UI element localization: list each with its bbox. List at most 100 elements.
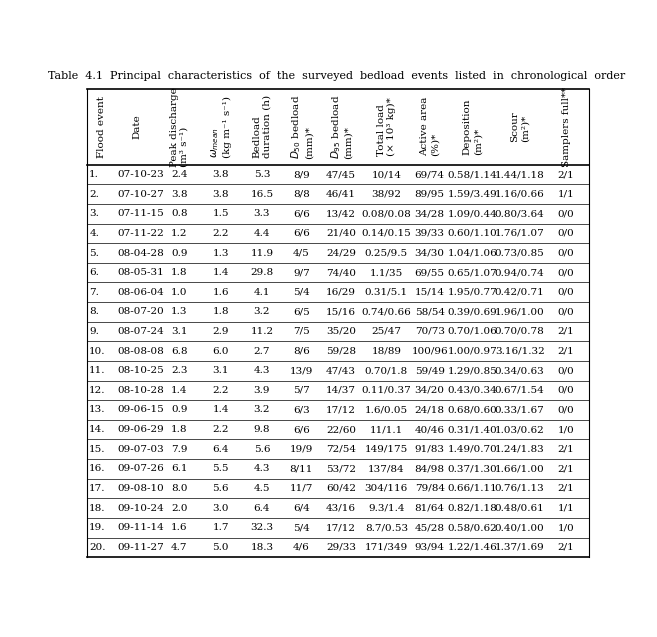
Text: 15.: 15. — [89, 445, 106, 454]
Text: Samplers full**: Samplers full** — [562, 87, 570, 167]
Text: 0.65/1.07: 0.65/1.07 — [447, 268, 497, 277]
Text: 1/1: 1/1 — [558, 504, 574, 513]
Text: 18.: 18. — [89, 504, 106, 513]
Text: 09-06-29: 09-06-29 — [118, 425, 164, 434]
Text: 0.70/1.06: 0.70/1.06 — [447, 327, 497, 336]
Text: 10/14: 10/14 — [371, 170, 401, 179]
Text: 1.3: 1.3 — [212, 248, 229, 257]
Text: 2.0: 2.0 — [171, 504, 187, 513]
Text: 0.40/1.00: 0.40/1.00 — [495, 523, 545, 532]
Text: 38/92: 38/92 — [371, 190, 401, 199]
Text: 0.9: 0.9 — [171, 248, 187, 257]
Text: 4.: 4. — [89, 229, 99, 238]
Text: 0.60/1.10: 0.60/1.10 — [447, 229, 497, 238]
Text: 11.9: 11.9 — [250, 248, 273, 257]
Text: 5.5: 5.5 — [212, 464, 229, 473]
Text: 2.: 2. — [89, 190, 99, 199]
Text: 74/40: 74/40 — [326, 268, 356, 277]
Text: $D_{50}$ bedload
(mm)*: $D_{50}$ bedload (mm)* — [289, 94, 313, 159]
Text: 3.8: 3.8 — [212, 190, 229, 199]
Text: 6.8: 6.8 — [171, 347, 187, 355]
Text: 4.3: 4.3 — [254, 366, 270, 375]
Text: 53/72: 53/72 — [326, 464, 356, 473]
Text: 0/0: 0/0 — [558, 248, 574, 257]
Text: 29.8: 29.8 — [250, 268, 273, 277]
Text: 6/3: 6/3 — [293, 406, 310, 415]
Text: 1.49/0.70: 1.49/0.70 — [447, 445, 497, 454]
Text: 40/46: 40/46 — [415, 425, 445, 434]
Text: 8.: 8. — [89, 308, 99, 317]
Text: 24/18: 24/18 — [415, 406, 445, 415]
Text: 79/84: 79/84 — [415, 484, 445, 493]
Text: 0.25/9.5: 0.25/9.5 — [365, 248, 408, 257]
Text: 0.73/0.85: 0.73/0.85 — [495, 248, 545, 257]
Text: 81/64: 81/64 — [415, 504, 445, 513]
Text: 100/96: 100/96 — [411, 347, 448, 355]
Text: 1.09/0.44: 1.09/0.44 — [447, 210, 497, 218]
Text: 70/73: 70/73 — [415, 327, 445, 336]
Text: 6.1: 6.1 — [171, 464, 187, 473]
Text: 0.43/0.34: 0.43/0.34 — [447, 386, 497, 395]
Text: 09-10-24: 09-10-24 — [118, 504, 164, 513]
Text: 14/37: 14/37 — [326, 386, 356, 395]
Text: 6.: 6. — [89, 268, 99, 277]
Text: 6/6: 6/6 — [293, 425, 310, 434]
Text: 47/43: 47/43 — [326, 366, 356, 375]
Text: 07-11-22: 07-11-22 — [118, 229, 164, 238]
Text: 08-10-28: 08-10-28 — [118, 386, 164, 395]
Text: 0.94/0.74: 0.94/0.74 — [495, 268, 545, 277]
Text: 59/49: 59/49 — [415, 366, 445, 375]
Text: 39/33: 39/33 — [415, 229, 445, 238]
Text: 14.: 14. — [89, 425, 106, 434]
Text: 2/1: 2/1 — [558, 170, 574, 179]
Text: 3.8: 3.8 — [171, 190, 187, 199]
Text: 0.70/1.8: 0.70/1.8 — [365, 366, 408, 375]
Text: 1/1: 1/1 — [558, 190, 574, 199]
Text: 09-08-10: 09-08-10 — [118, 484, 164, 493]
Text: 3.2: 3.2 — [254, 406, 270, 415]
Text: 13/42: 13/42 — [326, 210, 356, 218]
Text: 0/0: 0/0 — [558, 366, 574, 375]
Text: 1.96/1.00: 1.96/1.00 — [495, 308, 545, 317]
Text: 07-10-23: 07-10-23 — [118, 170, 164, 179]
Text: 4.4: 4.4 — [254, 229, 270, 238]
Text: 1.4: 1.4 — [212, 268, 229, 277]
Text: 1.2: 1.2 — [171, 229, 187, 238]
Text: 4.3: 4.3 — [254, 464, 270, 473]
Text: 1.4: 1.4 — [171, 386, 187, 395]
Text: 4.5: 4.5 — [254, 484, 270, 493]
Text: 3.0: 3.0 — [212, 504, 229, 513]
Text: 0/0: 0/0 — [558, 406, 574, 415]
Text: 2/1: 2/1 — [558, 445, 574, 454]
Text: 29/33: 29/33 — [326, 543, 356, 552]
Text: 17/12: 17/12 — [326, 523, 356, 532]
Text: 0.67/1.54: 0.67/1.54 — [495, 386, 545, 395]
Text: Flood event: Flood event — [97, 96, 106, 158]
Text: 2.2: 2.2 — [212, 425, 229, 434]
Text: 32.3: 32.3 — [250, 523, 273, 532]
Text: 2.4: 2.4 — [171, 170, 187, 179]
Text: 2/1: 2/1 — [558, 327, 574, 336]
Text: 13.: 13. — [89, 406, 106, 415]
Text: 72/54: 72/54 — [326, 445, 356, 454]
Text: 0.31/5.1: 0.31/5.1 — [365, 288, 408, 297]
Text: 1.95/0.77: 1.95/0.77 — [447, 288, 497, 297]
Text: 8.0: 8.0 — [171, 484, 187, 493]
Text: 34/28: 34/28 — [415, 210, 445, 218]
Text: 1.24/1.83: 1.24/1.83 — [495, 445, 545, 454]
Text: 07-10-27: 07-10-27 — [118, 190, 164, 199]
Text: 15/16: 15/16 — [326, 308, 356, 317]
Text: 304/116: 304/116 — [365, 484, 408, 493]
Text: 5/4: 5/4 — [293, 288, 310, 297]
Text: 1.1/35: 1.1/35 — [370, 268, 403, 277]
Text: 1.0: 1.0 — [171, 288, 187, 297]
Text: 69/74: 69/74 — [415, 170, 445, 179]
Text: Scour
(m²)*: Scour (m²)* — [510, 111, 530, 142]
Text: 0.33/1.67: 0.33/1.67 — [495, 406, 545, 415]
Text: 1.00/0.97: 1.00/0.97 — [447, 347, 497, 355]
Text: 08-07-20: 08-07-20 — [118, 308, 164, 317]
Text: 0.76/1.13: 0.76/1.13 — [495, 484, 545, 493]
Text: 3.1: 3.1 — [171, 327, 187, 336]
Text: 46/41: 46/41 — [326, 190, 356, 199]
Text: 19.: 19. — [89, 523, 106, 532]
